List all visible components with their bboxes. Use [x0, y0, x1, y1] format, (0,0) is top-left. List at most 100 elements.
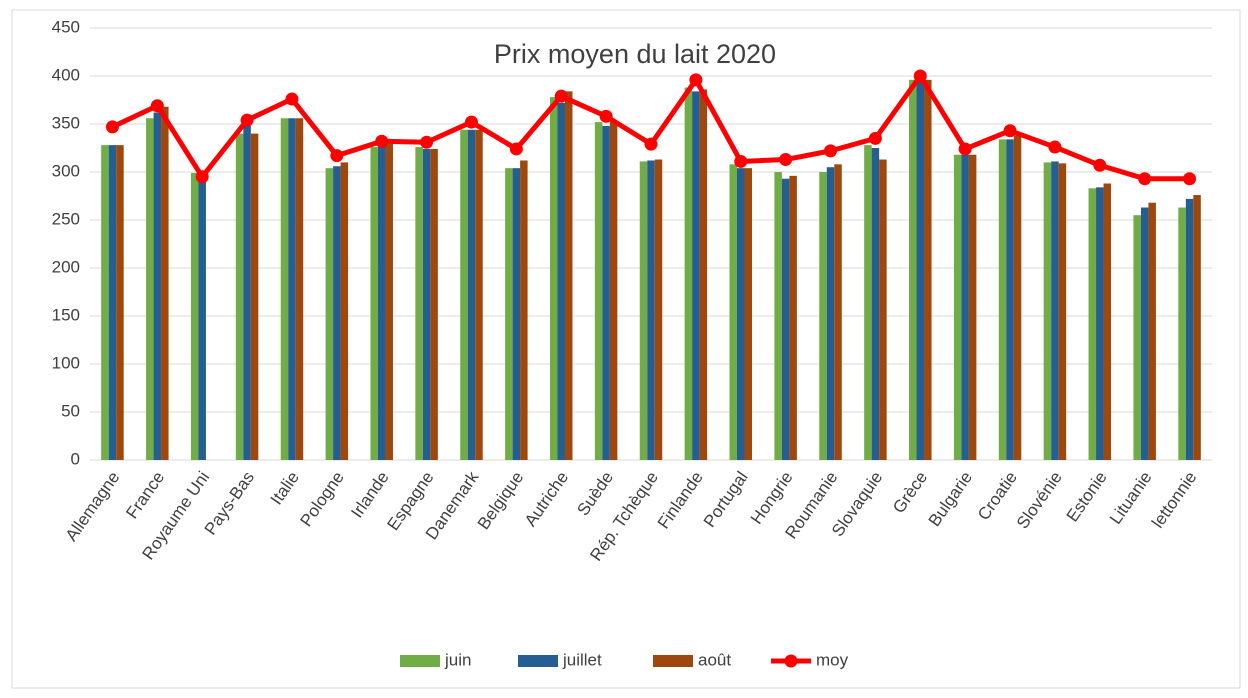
bar — [609, 122, 618, 460]
bar — [190, 172, 199, 460]
bar — [1185, 198, 1194, 460]
bar — [1103, 183, 1112, 460]
bar — [729, 164, 738, 460]
bar — [789, 175, 797, 460]
bar — [370, 147, 378, 461]
line-marker — [734, 154, 748, 168]
bar — [340, 162, 349, 460]
bar — [699, 89, 708, 460]
bar — [1148, 202, 1156, 460]
legend-label: juin — [444, 650, 471, 669]
bar — [1140, 207, 1149, 460]
bar — [422, 148, 431, 460]
legend-swatch — [400, 655, 440, 667]
chart-frame — [11, 9, 1241, 689]
bar — [871, 148, 880, 460]
legend-label: moy — [816, 650, 849, 669]
bar — [430, 148, 438, 460]
bar — [924, 79, 932, 460]
bar — [1178, 207, 1186, 460]
bar — [1013, 135, 1022, 460]
legend-swatch — [653, 655, 693, 667]
bar — [1096, 187, 1104, 461]
line-marker — [105, 120, 119, 134]
line-marker — [958, 142, 972, 156]
bar — [564, 91, 573, 461]
chart-title: Prix moyen du lait 2020 — [494, 39, 776, 69]
y-tick-label: 100 — [52, 353, 80, 372]
bar — [101, 145, 109, 460]
bar — [647, 160, 655, 461]
y-tick-label: 450 — [52, 17, 80, 36]
line-marker — [240, 113, 254, 127]
bar — [512, 168, 521, 460]
bar — [781, 178, 790, 460]
y-tick-label: 250 — [52, 209, 80, 228]
bar — [834, 164, 842, 460]
bar — [153, 112, 162, 460]
line-marker — [644, 137, 658, 151]
bar — [557, 102, 565, 460]
line-marker — [1003, 124, 1017, 138]
line-marker — [824, 144, 838, 158]
line-marker — [464, 115, 478, 129]
line-marker — [285, 92, 299, 106]
y-tick-label: 50 — [61, 401, 80, 420]
bar — [475, 129, 483, 460]
bar — [1058, 163, 1067, 461]
bar — [235, 133, 244, 460]
y-tick-label: 400 — [52, 65, 80, 84]
y-tick-label: 350 — [52, 113, 80, 132]
y-tick-label: 0 — [71, 449, 80, 468]
line-marker — [420, 135, 434, 149]
line-marker — [689, 73, 703, 87]
bar — [639, 161, 648, 460]
bar — [602, 125, 610, 461]
bar — [1088, 188, 1097, 460]
line-marker — [868, 131, 882, 145]
bar — [288, 118, 296, 461]
bar — [385, 143, 393, 460]
line-marker — [913, 69, 927, 83]
bar — [909, 79, 917, 460]
bar — [505, 168, 513, 460]
bar — [146, 118, 154, 461]
bar — [864, 145, 872, 460]
line-marker — [599, 109, 613, 123]
bar — [377, 145, 386, 460]
bar — [250, 133, 259, 460]
bar — [108, 145, 117, 460]
bar — [594, 122, 603, 460]
bar — [280, 118, 289, 461]
bar — [325, 168, 334, 460]
bar — [295, 118, 304, 461]
legend-label: août — [698, 650, 731, 669]
bar — [1051, 161, 1059, 460]
bar — [826, 167, 835, 460]
bar — [520, 160, 528, 461]
bar — [819, 172, 827, 460]
y-tick-label: 300 — [52, 161, 80, 180]
bar — [198, 175, 206, 460]
bar — [961, 154, 969, 460]
bar — [916, 81, 925, 460]
line-marker — [1093, 158, 1107, 172]
line-marker — [779, 153, 793, 167]
line-marker — [330, 149, 344, 163]
y-tick-label: 200 — [52, 257, 80, 276]
line-marker — [1183, 172, 1197, 186]
line-marker — [195, 170, 209, 184]
bar — [161, 106, 169, 460]
line-marker — [150, 99, 164, 113]
bar — [460, 129, 468, 460]
line-marker — [554, 89, 568, 103]
legend-label: juillet — [562, 650, 602, 669]
bar — [774, 172, 782, 460]
bar — [684, 87, 693, 461]
bar — [998, 139, 1007, 461]
legend-swatch — [784, 654, 798, 668]
bar — [879, 159, 887, 460]
bar — [953, 154, 962, 460]
bar — [467, 129, 476, 460]
